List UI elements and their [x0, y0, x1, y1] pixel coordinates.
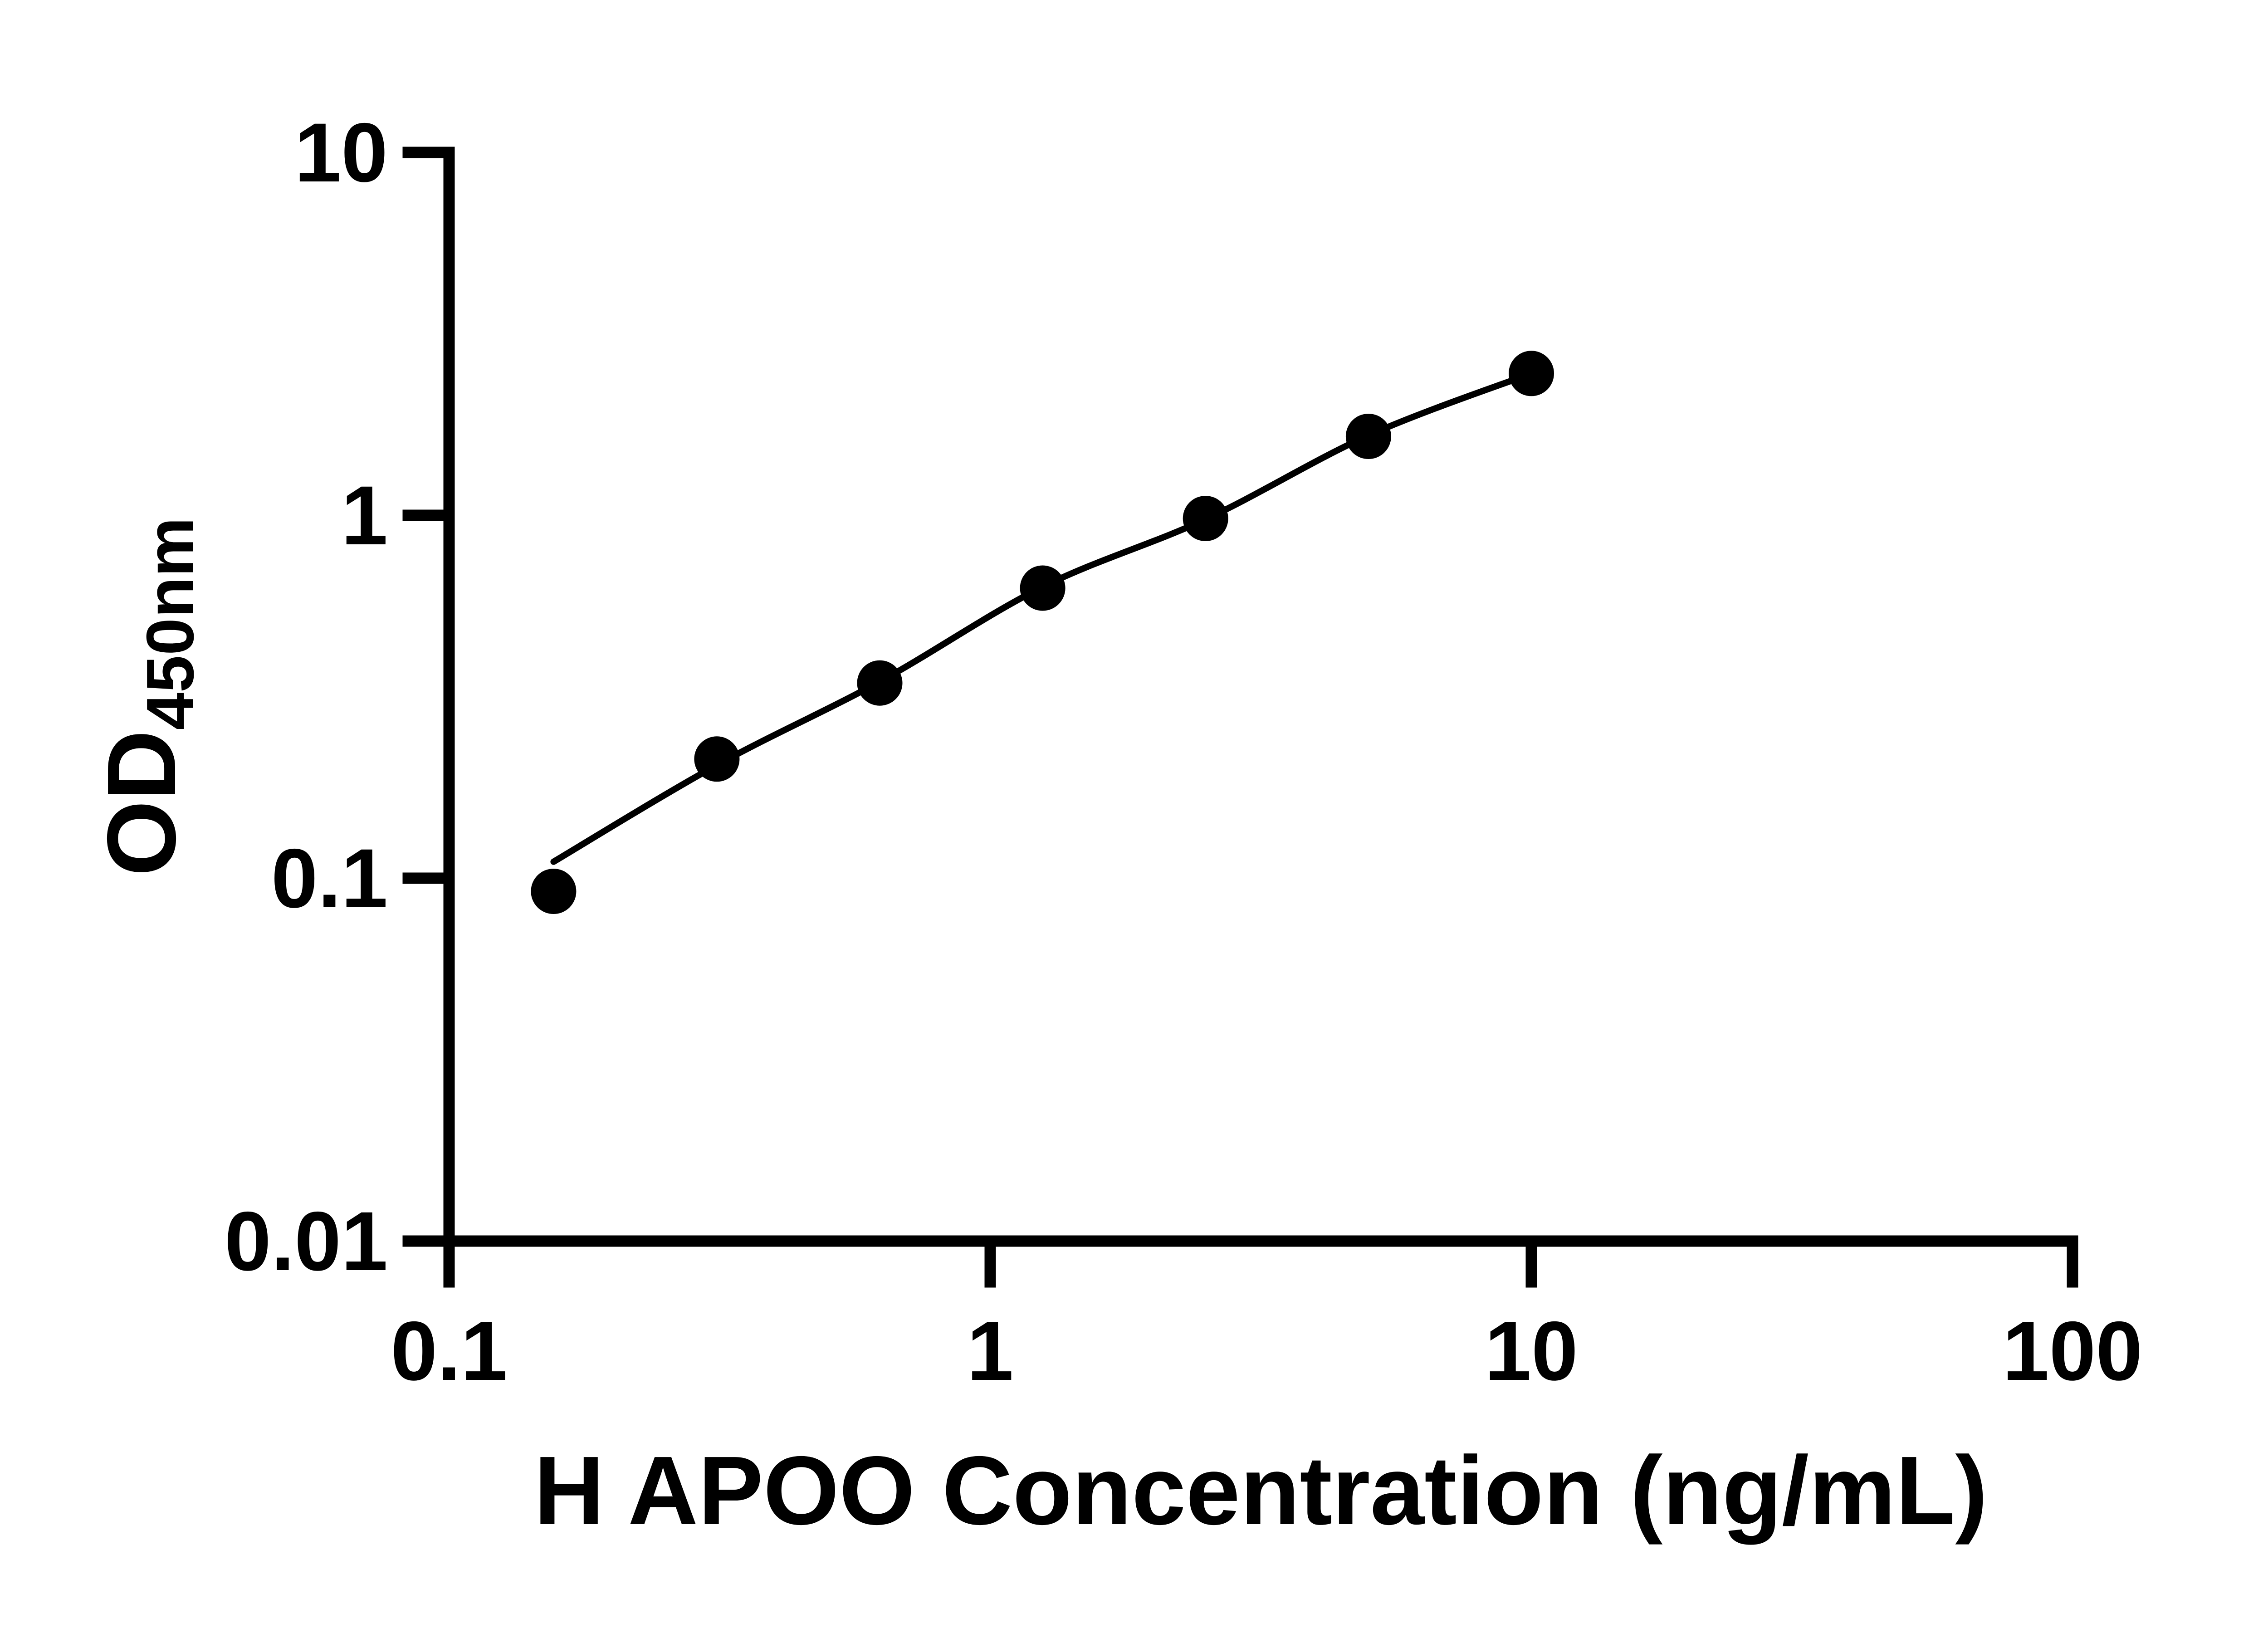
y-axis: 0.01 0.1 1 10: [225, 106, 455, 1288]
data-point: [1345, 414, 1391, 459]
x-axis: 0.1 1 10 100: [391, 1235, 2142, 1398]
y-tick-labels: 0.01 0.1 1 10: [225, 106, 388, 1288]
y-ticks: [402, 147, 449, 1247]
data-point: [857, 660, 903, 706]
x-tick-label: 100: [2003, 1305, 2143, 1398]
y-axis-title: OD450nm: [87, 517, 208, 876]
data-point: [1509, 351, 1554, 396]
x-tick-label: 0.1: [391, 1305, 507, 1398]
data-point: [1183, 496, 1228, 541]
data-points: [531, 351, 1554, 914]
data-series: [531, 351, 1554, 914]
y-tick-label: 10: [294, 106, 388, 200]
y-axis-title-subscript: 450nm: [133, 517, 208, 730]
y-axis-title-main: OD: [87, 730, 196, 876]
x-tick-labels: 0.1 1 10 100: [391, 1305, 2142, 1398]
y-tick-label: 0.01: [225, 1195, 388, 1288]
x-axis-title: H APOO Concentration (ng/mL): [534, 1436, 1988, 1545]
data-point: [531, 869, 577, 914]
x-tick-label: 1: [967, 1305, 1014, 1398]
y-tick-label: 1: [341, 469, 388, 562]
y-tick-label: 0.1: [271, 832, 388, 925]
data-point: [1020, 565, 1066, 611]
x-ticks: [443, 1241, 2078, 1288]
data-point: [694, 736, 740, 782]
x-tick-label: 10: [1485, 1305, 1578, 1398]
